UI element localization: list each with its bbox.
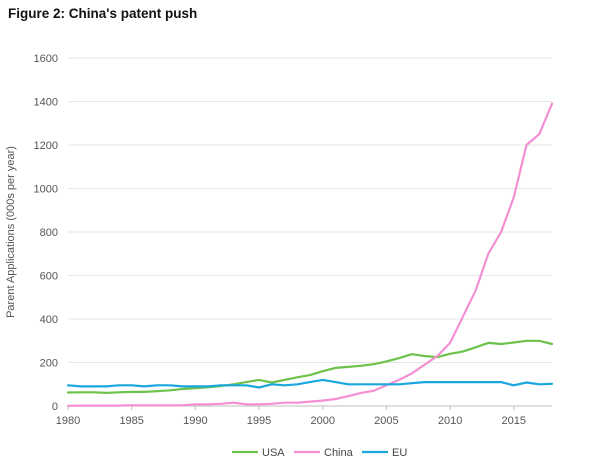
legend-label-china: China xyxy=(324,447,354,459)
y-tick-label: 1000 xyxy=(34,184,58,196)
series-lines xyxy=(66,102,554,407)
tick-labels: 0 200 400 600 800 1000 1200 1400 1600 1980 1985 199… xyxy=(34,53,527,427)
x-tick-label: 2015 xyxy=(502,415,526,427)
grid-lines xyxy=(68,57,552,363)
y-tick-label: 0 xyxy=(52,401,58,413)
series-line-eu xyxy=(66,378,554,389)
legend: USA China EU xyxy=(232,447,407,459)
axes xyxy=(67,405,552,410)
x-tick-label: 1990 xyxy=(183,415,207,427)
chart-title: Figure 2: China's patent push xyxy=(8,6,198,21)
y-axis-label: Parent Applications (000s per year) xyxy=(5,146,17,318)
x-tick-label: 2005 xyxy=(374,415,398,427)
legend-label-eu: EU xyxy=(392,447,407,459)
y-tick-label: 1400 xyxy=(34,97,58,109)
y-tick-label: 400 xyxy=(40,314,58,326)
y-tick-label: 200 xyxy=(40,358,58,370)
x-tick-label: 1995 xyxy=(247,415,271,427)
y-tick-label: 1600 xyxy=(34,53,58,65)
y-tick-label: 1200 xyxy=(34,140,58,152)
series-line-usa xyxy=(66,339,554,394)
x-tick-label: 1980 xyxy=(56,415,80,427)
y-tick-label: 800 xyxy=(40,227,58,239)
x-tick-label: 1985 xyxy=(119,415,143,427)
x-tick-label: 2010 xyxy=(438,415,462,427)
series-line-china xyxy=(66,102,554,407)
legend-label-usa: USA xyxy=(262,447,285,459)
y-tick-label: 600 xyxy=(40,271,58,283)
x-tick-label: 2000 xyxy=(310,415,334,427)
